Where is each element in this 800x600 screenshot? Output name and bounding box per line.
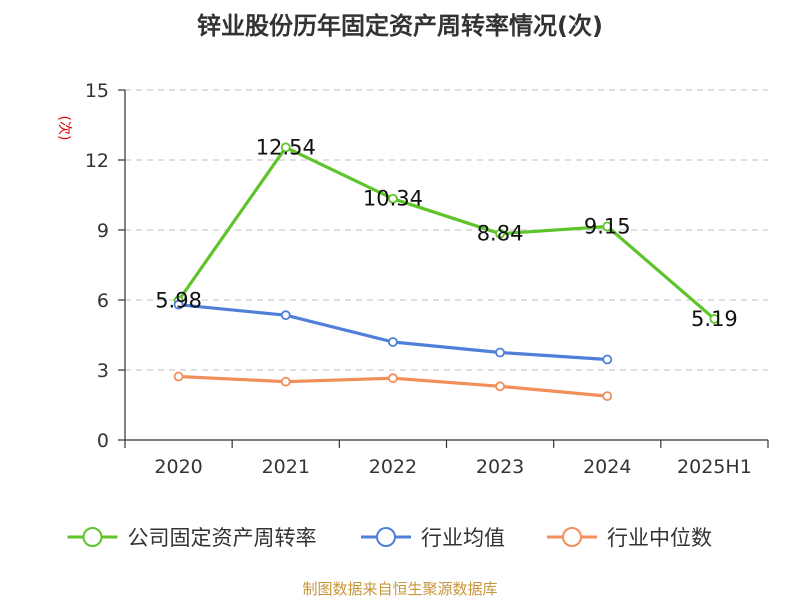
x-tick-label: 2023 [476, 456, 524, 478]
y-axis-label: (次) [56, 116, 72, 141]
y-tick-label: 15 [85, 80, 109, 102]
data-point [280, 376, 291, 387]
data-point [602, 221, 613, 232]
data-point [388, 337, 398, 347]
data-label: 12.54 [256, 135, 316, 159]
data-point [280, 310, 291, 321]
x-tick-label: 2024 [583, 456, 631, 478]
data-point [495, 381, 505, 392]
series-line-1 [178, 303, 608, 362]
x-tick-label: 2020 [154, 456, 202, 478]
data-point [709, 313, 720, 324]
y-tick-label: 0 [97, 430, 109, 452]
data-labels: 5.98 12.54 10.34 8.84 9.15 5.19 [155, 135, 738, 331]
data-point [280, 142, 291, 153]
axes: 0 3 6 9 12 15 2020 2021 2022 2023 2024 2025H1 (次) [56, 80, 769, 478]
y-tick-label: 9 [97, 220, 109, 242]
data-point [173, 371, 184, 382]
data-point [602, 354, 613, 365]
legend-marker-2 [562, 527, 582, 547]
y-tick-label: 6 [97, 290, 109, 312]
source-note: 制图数据来自恒生聚源数据库 [302, 580, 498, 598]
y-tick-label: 3 [97, 360, 109, 382]
data-point [388, 373, 398, 384]
legend-marker-0 [82, 527, 103, 547]
x-tick-label: 2025H1 [677, 456, 752, 478]
data-label: 5.19 [691, 307, 738, 331]
y-tick-label: 12 [85, 150, 109, 172]
legend-marker-1 [376, 527, 396, 547]
data-point [495, 347, 505, 358]
data-point [173, 299, 184, 310]
gridlines [125, 89, 768, 371]
x-tick-label: 2021 [262, 456, 310, 478]
series-lines [173, 142, 720, 402]
legend-label-1: 行业均值 [421, 526, 505, 550]
legend-label-0: 公司固定资产周转率 [128, 526, 317, 550]
x-tick-label: 2022 [369, 456, 417, 478]
legend: 公司固定资产周转率 行业均值 行业中位数 [67, 526, 712, 550]
legend-label-2: 行业中位数 [607, 526, 712, 550]
data-point [388, 193, 398, 204]
series-line-0 [177, 145, 716, 321]
data-label: 9.15 [584, 215, 631, 239]
data-point [602, 391, 613, 402]
chart-title: 锌业股份历年固定资产周转率情况(次) [197, 12, 603, 40]
data-point [495, 228, 505, 239]
data-label: 5.98 [155, 288, 202, 312]
data-label: 10.34 [363, 187, 423, 211]
data-label: 8.84 [477, 222, 524, 246]
